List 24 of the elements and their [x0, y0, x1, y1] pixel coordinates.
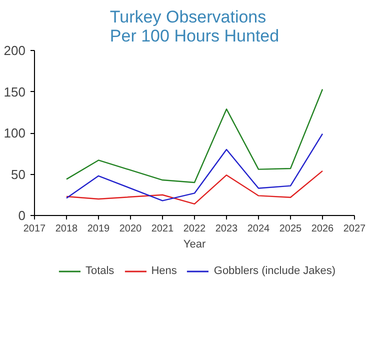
x-tick-label: 2021: [151, 224, 174, 234]
x-tick-label: 2024: [247, 224, 270, 234]
y-tick-label: 200: [4, 43, 26, 58]
x-tick-label: 2018: [55, 224, 78, 234]
x-tick-label: 2017: [23, 224, 46, 234]
x-tick-label: 2020: [119, 224, 142, 234]
line-series: [66, 133, 324, 202]
line-series: [66, 88, 324, 184]
legend-label: Gobblers (include Jakes): [214, 265, 336, 277]
x-tick-label: 2019: [87, 224, 110, 234]
x-tick-label: 2027: [343, 224, 366, 234]
x-tick-label: 2026: [311, 224, 334, 234]
x-tick-label: 2023: [215, 224, 238, 234]
x-axis-title: Year: [183, 238, 206, 250]
legend-label: Hens: [151, 265, 177, 277]
y-tick-label: 50: [11, 166, 26, 182]
line-series: [66, 170, 324, 205]
y-tick-label: 0: [18, 208, 26, 223]
y-tick-label: 150: [4, 84, 26, 100]
chart-title: Turkey Observations Per 100 Hours Hunted: [110, 8, 280, 46]
x-tick-label: 2025: [279, 224, 302, 234]
legend-label: Totals: [85, 265, 114, 277]
x-tick-label: 2022: [183, 224, 206, 234]
y-tick-label: 100: [4, 126, 26, 140]
